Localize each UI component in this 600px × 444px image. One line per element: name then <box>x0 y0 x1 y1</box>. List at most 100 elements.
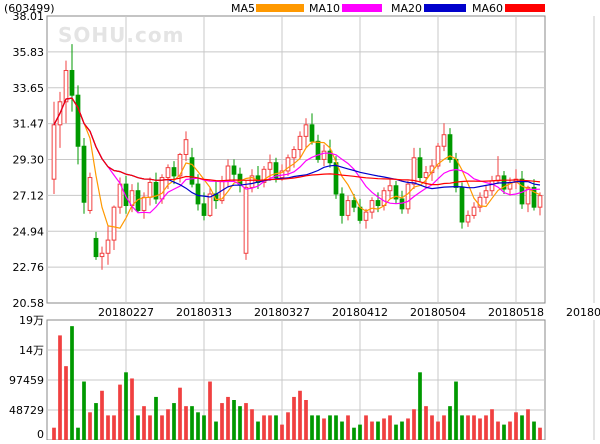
candle-body <box>237 173 243 185</box>
candle-body <box>231 165 237 175</box>
volume-bar <box>376 421 380 440</box>
candle <box>93 231 99 260</box>
volume-bar <box>532 421 536 440</box>
grid <box>47 16 595 440</box>
volume-bar <box>208 381 212 440</box>
ma-line-ma5 <box>53 97 541 229</box>
candle-body <box>315 140 321 160</box>
candle <box>537 192 543 216</box>
volume-bar <box>136 415 140 440</box>
candle-body <box>537 195 543 208</box>
volume-tick-label: 19万 <box>19 314 44 327</box>
candle <box>303 118 309 148</box>
price-tick-label: 31.47 <box>13 118 45 131</box>
volume-bar <box>418 372 422 440</box>
candle-body <box>105 239 111 254</box>
volume-bar <box>172 403 176 440</box>
candle <box>441 123 447 152</box>
date-tick-label: 20180412 <box>332 306 388 319</box>
candle-body <box>63 70 69 103</box>
legend-label-ma20: MA20 <box>391 2 422 15</box>
volume-bar <box>106 415 110 440</box>
candle <box>363 208 369 229</box>
volume-bar <box>64 366 68 440</box>
volume-bar <box>226 396 230 440</box>
candle-body <box>363 211 369 221</box>
volume-bar <box>406 418 410 440</box>
candle-body <box>195 183 201 205</box>
candle-body <box>165 167 171 179</box>
volume-bar <box>412 409 416 440</box>
legend-swatch-ma20 <box>424 4 466 12</box>
candle-body <box>369 200 375 213</box>
volume-bar <box>454 381 458 440</box>
price-tick-label: 27.12 <box>13 189 45 202</box>
candle <box>261 166 267 188</box>
volume-bar <box>484 415 488 440</box>
volume-bar <box>94 403 98 440</box>
price-tick-label: 29.30 <box>13 154 45 167</box>
date-tick-label: 20180504 <box>410 306 466 319</box>
candle <box>525 185 531 213</box>
ma-line-ma10 <box>53 97 541 214</box>
candle-body <box>399 198 405 210</box>
volume-bar <box>448 406 452 440</box>
candle-body <box>345 200 351 216</box>
volume-bar <box>298 390 302 440</box>
volume-bar <box>244 403 248 440</box>
stock-code: (603499) <box>4 2 55 15</box>
candle <box>387 179 393 199</box>
watermark: SOHU.com <box>58 23 184 47</box>
date-tick-label: 20180327 <box>254 306 310 319</box>
legend-label-ma5: MA5 <box>231 2 255 15</box>
candle-body <box>99 252 105 258</box>
candle-body <box>531 186 537 208</box>
candle <box>99 246 105 270</box>
volume-bar <box>268 415 272 440</box>
candle-body <box>243 186 249 254</box>
volume-bar <box>364 415 368 440</box>
candle <box>75 85 81 165</box>
candle <box>111 205 117 250</box>
candle <box>309 113 315 145</box>
price-tick-label: 24.94 <box>13 225 45 238</box>
candle <box>153 172 159 204</box>
volume-bar <box>184 406 188 440</box>
candle <box>315 134 321 163</box>
candle <box>477 192 483 213</box>
candle-body <box>477 196 483 208</box>
legend-label-ma10: MA10 <box>309 2 340 15</box>
candle-body <box>171 167 177 177</box>
candle <box>87 172 93 214</box>
volume-bar <box>262 415 266 440</box>
legend-swatch-ma5 <box>256 4 304 12</box>
candle <box>393 180 399 204</box>
candle <box>339 187 345 224</box>
volume-bar <box>370 421 374 440</box>
volume-bar <box>400 421 404 440</box>
candle-body <box>153 181 159 200</box>
candle-body <box>417 157 423 179</box>
volume-bar <box>160 415 164 440</box>
ma-line-ma60 <box>53 97 541 186</box>
volume-bar <box>472 415 476 440</box>
candle <box>63 60 69 124</box>
candle-body <box>393 185 399 200</box>
volume-bar <box>436 421 440 440</box>
candle <box>267 154 273 181</box>
volume-bar <box>286 412 290 440</box>
candle-body <box>441 134 447 147</box>
candle-body <box>147 181 153 198</box>
candle-body <box>183 139 189 155</box>
volume-bar <box>88 412 92 440</box>
volume-tick-label: 97459 <box>9 374 44 387</box>
volume-bar <box>118 384 122 440</box>
candle <box>195 174 201 211</box>
volume-bar <box>316 415 320 440</box>
candle <box>183 131 189 162</box>
candle <box>81 138 87 214</box>
candle <box>147 177 153 206</box>
candle-body <box>297 135 303 151</box>
volume-bar <box>166 409 170 440</box>
date-axis: 20180227 20180313 20180327 20180412 20180504… <box>98 306 600 319</box>
